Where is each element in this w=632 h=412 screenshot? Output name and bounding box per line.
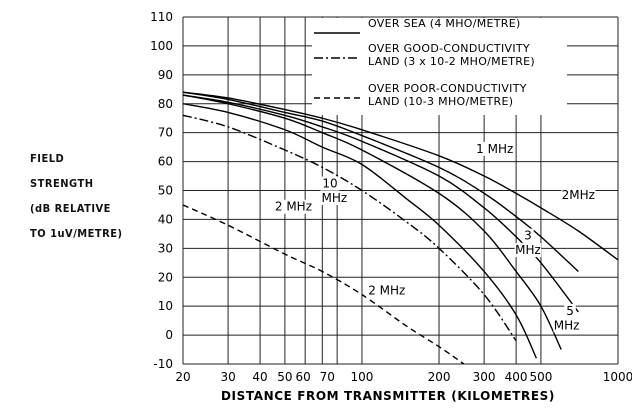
annotation-backdrop [366,283,408,298]
y-axis-title: FIELD STRENGTH (dB RELATIVE TO 1uV/METRE… [30,146,150,246]
annotation-backdrop [473,141,516,156]
annotation-backdrop [514,243,542,258]
curve-label: MHz [321,191,347,205]
annotation-backdrop [553,318,580,333]
series-line [182,204,465,365]
curve-label: 3 [524,229,532,243]
curve-label: MHz [515,243,541,257]
y-tick-label: 100 [150,39,173,53]
annotation-backdrop [564,303,576,318]
x-tick-label: 30 [220,370,235,384]
legend-label: OVER GOOD-CONDUCTIVITY [368,42,530,55]
y-tick-label: 20 [158,270,173,284]
x-axis-title: DISTANCE FROM TRANSMITTER (KILOMETRES) [221,389,555,403]
x-tick-label: 200 [428,370,451,384]
x-tick-label: 100 [351,370,374,384]
x-tick-label: 300 [473,370,496,384]
curve-label: 10 [322,177,337,191]
legend-label: LAND (3 x 10-2 MHO/METRE) [368,55,535,68]
y-tick-label: 40 [158,212,173,226]
series-line [182,114,517,342]
legend-box [312,18,567,115]
x-tick-label: 400 [505,370,528,384]
y-tick-label: 10 [158,299,173,313]
annotation-backdrop [272,199,315,214]
curve-label: 2 MHz [368,284,405,298]
curve-label: 2 MHz [275,200,312,214]
y-tick-label: 30 [158,241,173,255]
x-tick-label: 1000 [603,370,632,384]
x-tick-labels: 20 30 40 50 60 70 100 200 300 400 500 1000 [175,370,632,384]
annotation-backdrop [561,188,596,203]
series-line [182,94,562,350]
x-tick-label: 40 [252,370,267,384]
curve-label: 2MHz [562,188,595,202]
curve-label: 1 MHz [476,142,513,156]
y-tick-label: 50 [158,184,173,198]
x-tick-label: 20 [175,370,190,384]
y-tick-label: 110 [150,10,173,24]
y-tick-label: -10 [153,357,173,371]
y-tick-label: 80 [158,97,173,111]
y-axis-title-line: TO 1uV/METRE) [30,227,123,240]
y-axis-title-line: (dB RELATIVE [30,202,111,215]
legend-label: OVER SEA (4 MHO/METRE) [368,17,521,30]
x-tick-label: 50 [277,370,292,384]
series-line [182,103,538,359]
y-tick-labels: -10 0 10 20 30 40 50 60 70 80 90 100 110 [150,10,173,371]
curve-label: 5 [566,304,574,318]
curve-label: MHz [554,318,580,332]
legend-label: OVER POOR-CONDUCTIVITY [368,82,527,95]
y-tick-label: 60 [158,155,173,169]
annotation-backdrop [522,228,534,243]
x-tick-label: 500 [529,370,552,384]
y-tick-label: 90 [158,68,173,82]
annotation-backdrop [320,176,340,191]
legend-label: LAND (10-3 MHO/METRE) [368,95,513,108]
series-line [182,91,579,272]
annotation-backdrop [321,191,348,206]
legend: OVER SEA (4 MHO/METRE) OVER GOOD-CONDUCTI… [312,17,567,115]
y-axis-title-line: FIELD [30,152,65,165]
y-tick-label: 0 [165,328,173,342]
series-line [182,91,619,261]
y-tick-label: 70 [158,126,173,140]
x-tick-label: 60 [296,370,311,384]
x-tick-label: 70 [320,370,335,384]
y-axis-title-line: STRENGTH [30,177,94,190]
